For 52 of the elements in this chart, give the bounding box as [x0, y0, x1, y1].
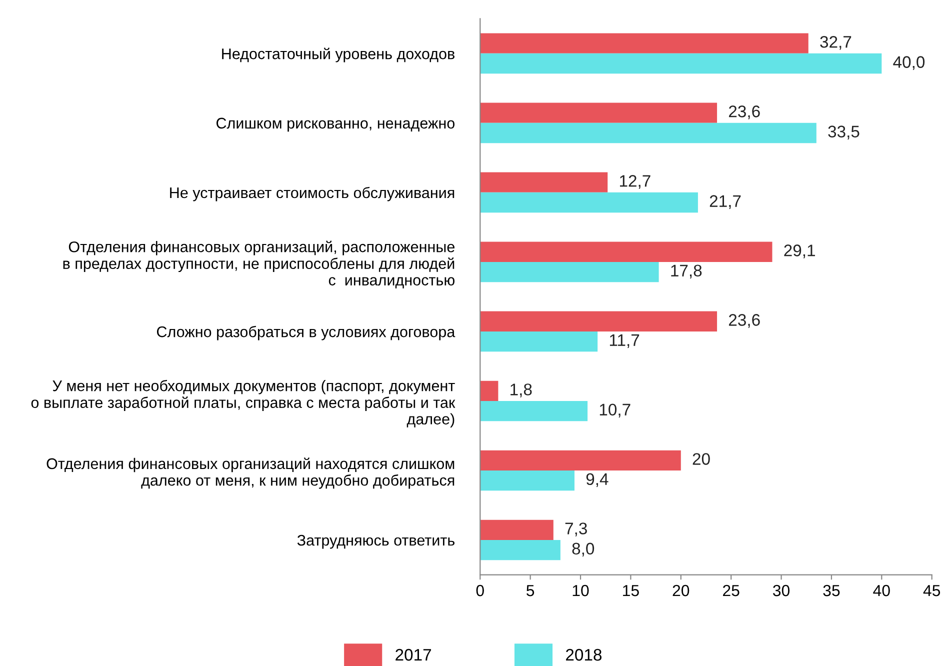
y-tick-label: Не устраивает стоимость обслуживания: [170, 186, 454, 202]
bar: [480, 172, 608, 192]
y-tick-label: У меня нет необходимых документов (паспорт, документ о выплате заработной платы, справка с места работы и так далее): [31, 380, 456, 428]
bar: [480, 192, 698, 213]
bar: [480, 242, 772, 262]
data-label: 9,4: [586, 473, 608, 488]
bar: [480, 262, 659, 282]
data-label: 1,8: [510, 384, 532, 398]
legend-label: 2018: [566, 648, 602, 661]
x-tick-label: 0: [476, 584, 484, 596]
y-tick-label: Недостаточный уровень доходов: [222, 48, 454, 62]
data-label: 8,0: [572, 542, 594, 557]
x-tick-label: 40: [873, 584, 890, 596]
data-label: 12,7: [620, 175, 650, 189]
y-tick-label: Сложно разобраться в условиях договора: [156, 326, 456, 340]
legend-label: 2017: [396, 648, 431, 661]
x-tick-label: 20: [672, 584, 690, 596]
bar: [480, 450, 681, 470]
data-label: 17,8: [671, 264, 702, 278]
x-tick-label: 10: [572, 584, 589, 596]
data-label: 20: [692, 453, 710, 465]
x-tick-label: 5: [526, 585, 534, 596]
data-label: 29,1: [784, 244, 815, 258]
y-tick-label: Слишком рискованно, ненадежно: [216, 118, 455, 132]
bar: [480, 520, 554, 540]
x-tick-label: 15: [623, 585, 639, 596]
x-tick-label: 35: [823, 584, 840, 596]
x-tick-label: 45: [923, 585, 940, 596]
y-tick-label: Отделения финансовых организаций находятся слишком далеко от меня, к ним неудобно добираться: [46, 458, 454, 489]
data-label: 40,0: [893, 56, 925, 70]
bar: [480, 380, 498, 401]
bar: [480, 33, 808, 54]
data-label: 23,6: [728, 314, 760, 328]
data-label: 23,6: [728, 106, 760, 120]
bar: [480, 102, 718, 123]
data-label: 21,7: [710, 195, 741, 209]
bar: [480, 540, 560, 560]
x-tick-label: 25: [723, 584, 740, 596]
data-label: 7,3: [565, 522, 587, 536]
bar: [480, 122, 816, 144]
data-label: 10,7: [600, 404, 630, 418]
bar: [480, 53, 882, 74]
data-label: 32,7: [820, 36, 852, 50]
y-tick-label: Затрудняюсь ответить: [297, 534, 455, 549]
data-label: 33,5: [828, 126, 860, 140]
data-label: 11,7: [610, 334, 640, 348]
bar: [480, 311, 718, 332]
x-tick-label: 30: [773, 584, 790, 596]
bar: [480, 470, 574, 491]
bar: [480, 400, 588, 422]
y-tick-label: Отделения финансовых организаций, расположенные в пределах доступности, не приспособлены для людей с инвалидностью: [63, 240, 454, 288]
bar: [480, 331, 598, 352]
